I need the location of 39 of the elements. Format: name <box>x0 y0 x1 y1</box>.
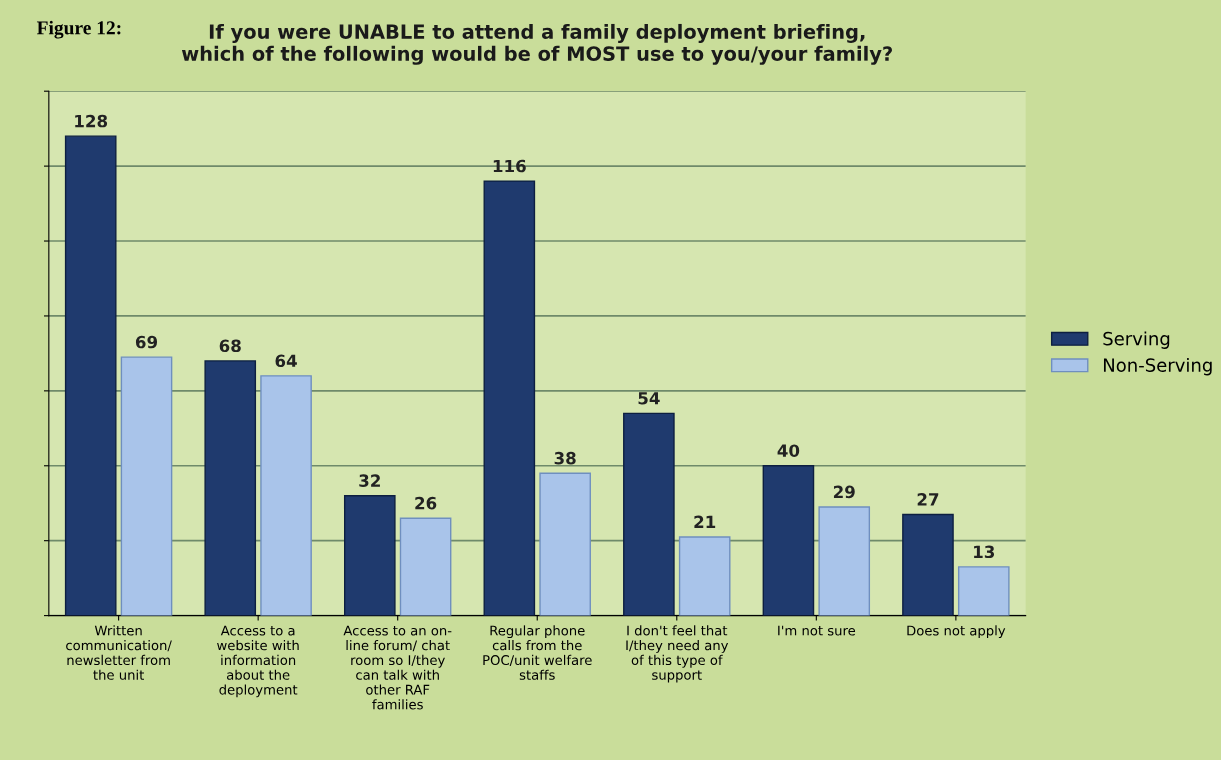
bar <box>539 472 591 616</box>
x-tick-label: Does not apply <box>907 625 1006 639</box>
data-label: 116 <box>493 159 526 173</box>
caption: Figure 12: <box>36 20 121 39</box>
data-label: 27 <box>917 493 939 506</box>
chart-title: If you were UNABLE to attend a family deployment briefing, which of the following would be of MOST use to you/your family? <box>181 23 892 65</box>
x-tick-label: I don't feel that I/they need any of this type of support <box>626 625 729 683</box>
data-label: 64 <box>275 354 297 368</box>
bar <box>623 412 675 616</box>
legend-label: Serving <box>1103 331 1170 349</box>
data-label: 69 <box>135 335 158 349</box>
x-tick-label: Access to an on- line forum/ chat room so I/they can talk with other RAF families <box>343 625 452 710</box>
data-label: 38 <box>554 451 576 465</box>
data-label: 54 <box>638 392 660 405</box>
data-label: 26 <box>415 496 437 510</box>
bar <box>64 135 117 616</box>
data-label: 40 <box>777 444 800 457</box>
legend-label: Non-Serving <box>1103 357 1212 376</box>
data-label: 21 <box>694 515 716 528</box>
x-tick-label: Written communication/ newsletter from the unit <box>66 625 172 680</box>
bar <box>678 536 731 616</box>
bar <box>260 375 312 616</box>
bar <box>818 506 871 616</box>
x-tick-label: Regular phone calls from the POC/unit welfare staffs <box>483 625 592 680</box>
bar <box>204 360 257 616</box>
data-label: 32 <box>359 474 380 487</box>
data-label: 29 <box>833 485 855 499</box>
bar <box>399 517 452 616</box>
bar <box>957 566 1010 616</box>
x-tick-label: I'm not sure <box>778 625 856 636</box>
bar <box>343 495 396 616</box>
data-label: 68 <box>219 339 241 353</box>
bar <box>483 180 536 616</box>
x-tick-label: Access to a website with information about the deployment <box>217 625 299 698</box>
bar <box>762 465 815 616</box>
data-label: 128 <box>75 114 108 128</box>
bar <box>902 513 954 616</box>
data-label: 13 <box>974 545 995 559</box>
bar <box>120 356 173 616</box>
